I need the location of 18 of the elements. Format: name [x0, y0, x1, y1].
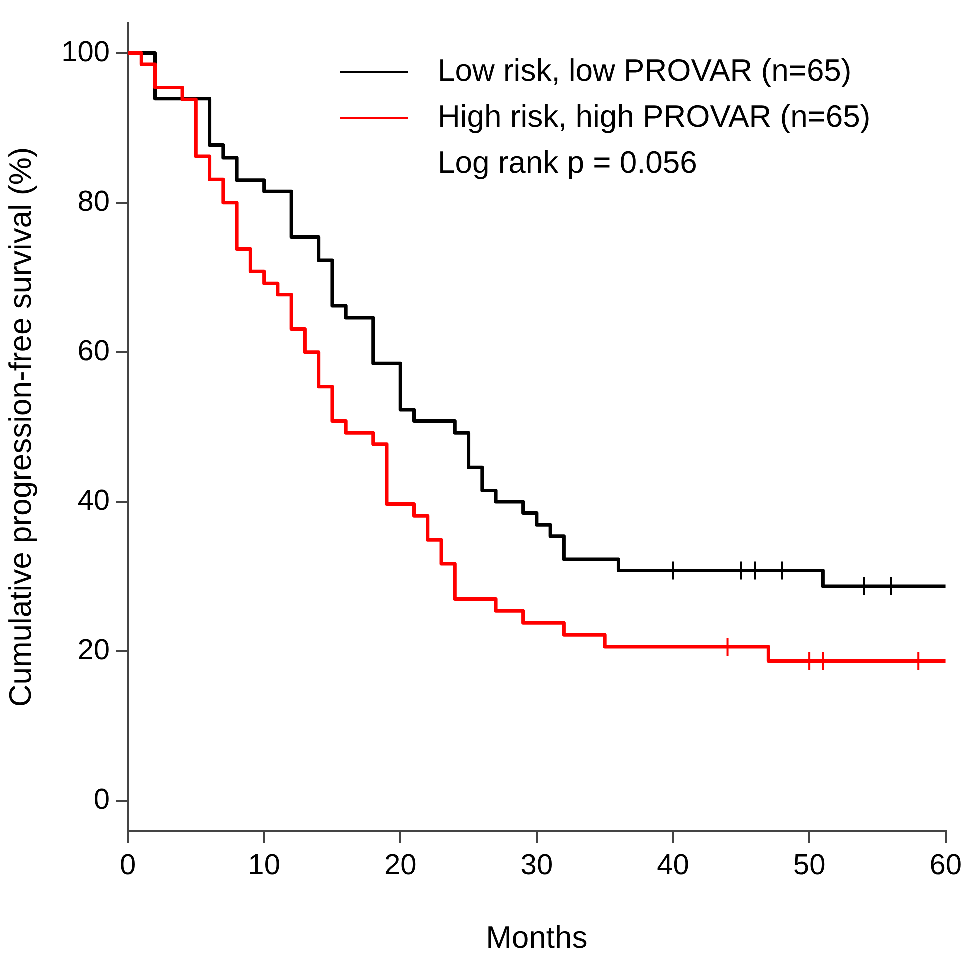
x-tick-label: 50 — [793, 849, 826, 882]
y-tick-label: 40 — [78, 484, 110, 517]
y-tick-label: 60 — [78, 335, 110, 368]
y-tick-label: 80 — [78, 186, 110, 218]
x-tick-label: 0 — [120, 849, 136, 882]
x-tick-label: 10 — [248, 849, 280, 882]
y-axis-title: Cumulative progression-free survival (%) — [3, 147, 38, 708]
y-tick-label: 0 — [94, 784, 110, 816]
x-tick-label: 20 — [384, 849, 417, 882]
legend-label: Low risk, low PROVAR (n=65) — [438, 52, 852, 88]
legend-label: High risk, high PROVAR (n=65) — [438, 98, 871, 134]
x-axis-title: Months — [486, 920, 588, 955]
y-tick-label: 20 — [78, 634, 110, 667]
x-tick-label: 60 — [930, 849, 962, 882]
y-tick-label: 100 — [62, 36, 110, 68]
x-tick-label: 30 — [520, 849, 554, 882]
x-tick-label: 40 — [657, 849, 690, 882]
annotation: Log rank p = 0.056 — [438, 144, 698, 180]
